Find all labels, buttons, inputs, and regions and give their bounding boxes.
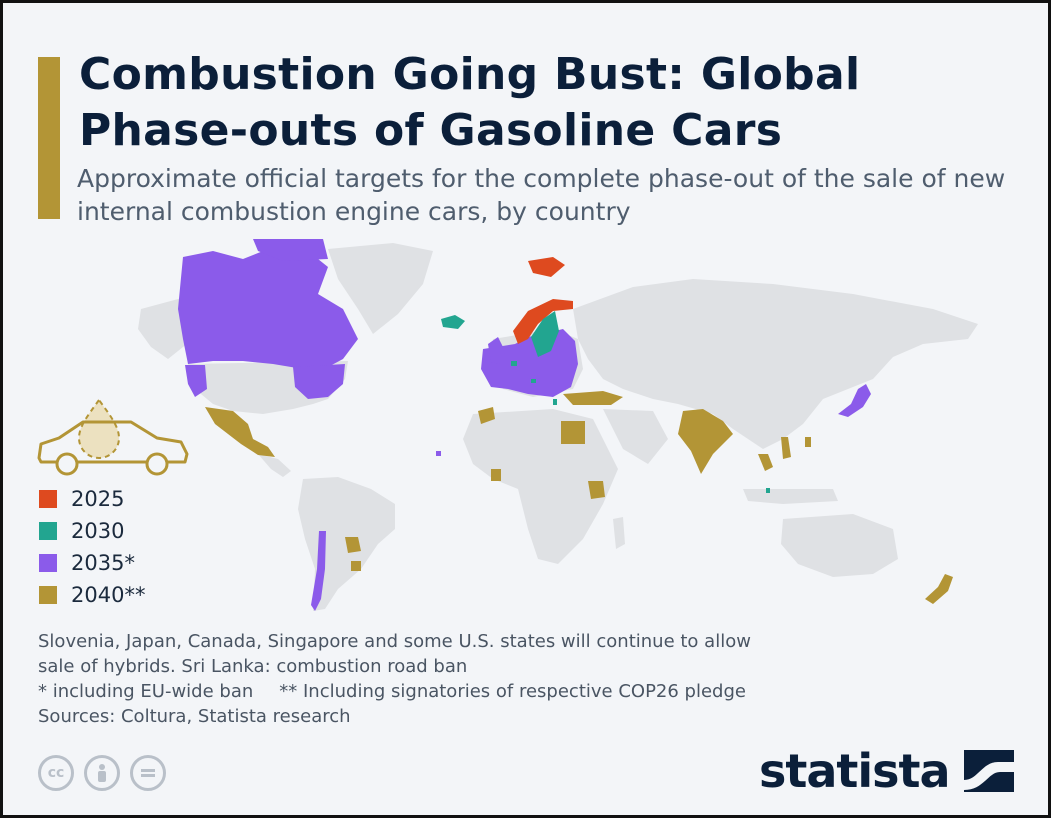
brand-name: statista [759,744,951,798]
legend-swatch-2030 [39,522,57,540]
region-cape-verde [436,451,441,456]
footnote-eu: * including EU-wide ban [38,681,254,702]
car-drop-icon [37,398,189,476]
legend-label-2030: 2030 [71,519,125,543]
accent-bar [38,57,60,219]
page-subtitle: Approximate official targets for the com… [77,164,1006,226]
legend-label-2025: 2025 [71,487,125,511]
region-ghana [491,469,501,481]
world-map [138,239,978,611]
region-european-union [481,329,578,397]
region-philippines [805,437,811,447]
land-indonesia [743,489,838,504]
land-australia [781,514,898,577]
region-uruguay [351,561,361,571]
region-svalbard [528,257,565,277]
legend-swatch-2040 [39,586,57,604]
region-kenya [588,481,605,499]
region-slovenia [531,379,536,383]
region-canada-arctic [253,239,328,261]
legend-label-2035: 2035* [71,551,135,575]
attribution-icon[interactable] [84,755,120,791]
no-derivatives-icon[interactable] [130,755,166,791]
license-icons: cc [38,755,166,791]
statista-mark-icon [963,750,1014,792]
map-legend: 2025 2030 2035* 2040** [39,483,145,611]
footnote-cop26: ** Including signatories of respective C… [279,681,746,702]
legend-item-2035: 2035* [39,547,145,579]
land-madagascar [613,517,625,549]
region-egypt [561,421,585,444]
page-title: Combustion Going Bust: Global Phase-outs… [79,49,861,156]
footnote-row: * including EU-wide ban ** Including sign… [38,679,1028,704]
region-japan [838,384,871,417]
land-arabia [603,409,668,464]
region-india [678,409,733,474]
legend-item-2025: 2025 [39,483,145,515]
land-africa [463,409,618,564]
legend-label-2040: 2040** [71,583,146,607]
region-uk [488,337,505,364]
region-2035-north-america [178,239,358,399]
legend-item-2040: 2040** [39,579,145,611]
legend-swatch-2025 [39,490,57,508]
cc-icon[interactable]: cc [38,755,74,791]
region-singapore [766,488,770,493]
region-netherlands [511,361,517,366]
statista-logo[interactable]: statista [759,744,1014,798]
region-us-east [293,364,345,399]
land-central-america [258,454,291,477]
region-chile [311,531,326,611]
legend-swatch-2035 [39,554,57,572]
note-line-2: sale of hybrids. Sri Lanka: combustion r… [38,656,468,677]
region-canada [178,247,358,369]
region-mexico [205,407,275,457]
region-israel [553,399,557,405]
land-eurasia [573,279,978,449]
region-new-zealand [925,574,953,604]
region-iceland [441,315,465,329]
land-greenland [328,243,433,334]
region-thailand [758,454,773,471]
region-morocco [478,407,495,424]
region-paraguay [345,537,361,553]
region-us-west [185,365,207,397]
sources: Sources: Coltura, Statista research [38,706,351,727]
region-vietnam [781,437,791,459]
region-norway [513,299,573,344]
legend-item-2030: 2030 [39,515,145,547]
region-sweden [531,311,559,357]
region-turkey [563,391,623,405]
note-line-1: Slovenia, Japan, Canada, Singapore and s… [38,631,751,652]
footnotes: Slovenia, Japan, Canada, Singapore and s… [38,629,1028,729]
